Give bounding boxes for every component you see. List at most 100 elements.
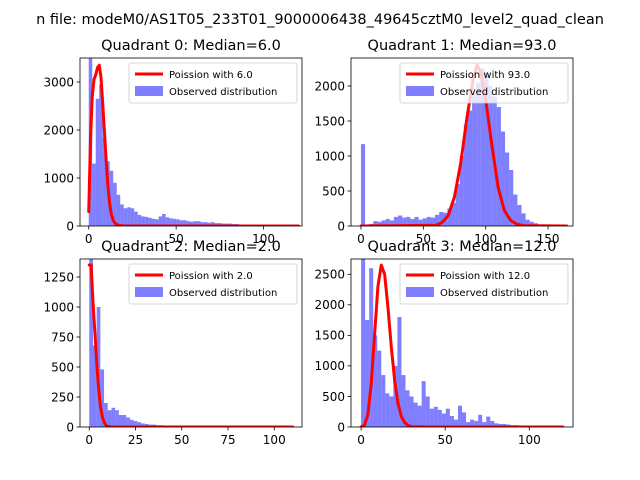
histogram-bar (179, 220, 184, 226)
x-tick-label: 100 (263, 433, 286, 447)
x-tick-label: 100 (518, 433, 541, 447)
y-tick-label: 500 (322, 184, 345, 198)
legend-label: Observed distribution (169, 288, 277, 299)
histogram-bar (176, 219, 180, 226)
histogram-bar (129, 419, 134, 427)
histogram-bar (200, 222, 205, 226)
histogram-bar (418, 219, 423, 226)
y-tick-label: 750 (51, 330, 74, 344)
histogram-bar (467, 110, 473, 226)
subplot-title: Quadrant 1: Median=93.0 (368, 38, 557, 54)
histogram-bar (137, 422, 142, 427)
histogram-bar (99, 84, 103, 226)
histogram-bar (102, 137, 107, 226)
histogram-bar (389, 396, 394, 427)
axes-frame (350, 57, 574, 227)
histogram-bar (486, 416, 491, 427)
y-tick-label: 250 (51, 390, 74, 404)
histogram-bar (449, 416, 454, 427)
plot-area (87, 259, 295, 427)
histogram-bar (422, 218, 427, 226)
y-tick-label: 2000 (314, 79, 345, 93)
histogram-bar (381, 220, 386, 226)
histogram-bar (463, 124, 468, 226)
legend-bar-swatch (135, 86, 163, 96)
histogram-bar (155, 219, 159, 226)
legend-bar-swatch (406, 86, 434, 96)
histogram-bar (401, 375, 406, 427)
histogram-bar (470, 419, 475, 427)
histogram-bar (381, 375, 386, 427)
y-tick-label: 1000 (43, 171, 74, 185)
y-tick-label: 2000 (314, 298, 345, 312)
x-tick-label: 100 (474, 232, 497, 246)
histogram-bar (496, 107, 501, 226)
histogram-bar (417, 405, 422, 427)
histogram-bar (488, 86, 493, 226)
histogram-bar (406, 216, 411, 226)
histogram-bar (525, 219, 530, 226)
x-tick-label: 75 (220, 433, 235, 447)
histogram-bar (134, 211, 138, 226)
histogram-bar (92, 345, 97, 427)
y-tick-label: 1000 (43, 300, 74, 314)
histogram-bar (429, 408, 434, 427)
histogram-bar (385, 219, 390, 226)
histogram-bar (529, 221, 534, 226)
x-tick-label: 0 (85, 433, 93, 447)
histogram-bar (211, 222, 215, 226)
histogram-bar (183, 220, 187, 226)
histogram-bar (92, 163, 96, 226)
y-tick-label: 0 (66, 219, 74, 233)
histogram-bar (413, 402, 418, 427)
histogram-bar (455, 184, 460, 226)
x-tick-label: 50 (438, 433, 453, 447)
histogram-bar (437, 409, 442, 427)
histogram-bar (389, 220, 394, 226)
histogram-bar (385, 393, 390, 427)
histogram-bar (393, 365, 398, 427)
histogram-bar (509, 170, 514, 226)
histogram-bar (360, 144, 366, 226)
histogram-bar (141, 423, 145, 427)
histogram-bar (141, 216, 145, 226)
histogram-bar (158, 216, 163, 226)
y-tick-label: 0 (66, 420, 74, 434)
legend-label: Poission with 6.0 (169, 70, 253, 81)
histogram-bar (151, 218, 156, 226)
subplot-title: Quadrant 2: Median=2.0 (101, 239, 281, 255)
histogram-bar (393, 216, 399, 226)
histogram-bar (123, 208, 128, 226)
histogram-bar (397, 317, 402, 427)
histogram-bar (490, 420, 495, 427)
legend-frame (399, 263, 569, 305)
histogram-bar (478, 414, 483, 427)
x-tick-label: 0 (85, 232, 93, 246)
histogram-bar (482, 422, 487, 427)
axes-frame (350, 258, 574, 428)
y-tick-label: 1000 (314, 149, 345, 163)
histogram-bar (414, 216, 419, 226)
histogram-bar (126, 417, 130, 427)
legend-frame (128, 263, 298, 305)
histogram-bar (95, 98, 100, 226)
histogram-bar (127, 207, 131, 226)
histogram-bar (466, 422, 471, 427)
histogram-bar (459, 156, 464, 226)
histogram-bar (137, 214, 142, 226)
histogram-bar (472, 93, 477, 226)
histogram-bar (207, 222, 212, 226)
histogram-bar (405, 390, 410, 427)
figure-suptitle: n file: modeM0/AS1T05_233T01_9000006438_… (36, 12, 604, 28)
histogram-bar (435, 214, 440, 226)
y-tick-label: 1250 (43, 270, 74, 284)
subplot-title: Quadrant 3: Median=12.0 (368, 239, 557, 255)
y-tick-label: 0 (337, 420, 345, 434)
histogram-bar (148, 217, 152, 226)
x-tick-label: 50 (174, 433, 189, 447)
histogram-bar (193, 221, 198, 226)
histogram-bar (521, 213, 526, 226)
histogram-bar (462, 412, 467, 427)
histogram-bar (190, 221, 194, 226)
